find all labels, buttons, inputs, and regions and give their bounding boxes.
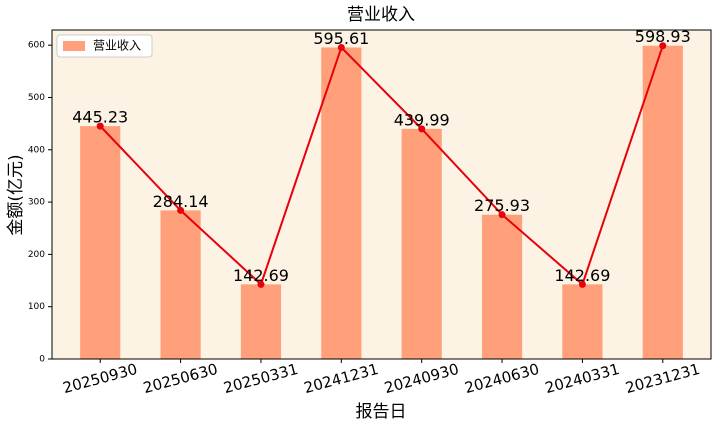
y-tick-label: 0 [39, 355, 45, 365]
y-tick-label: 200 [28, 250, 45, 260]
bar [240, 284, 282, 359]
point [418, 125, 426, 133]
x-tick-label: 20250331 [222, 360, 300, 397]
x-tick-label: 20240630 [463, 360, 541, 397]
chart-title: 营业收入 [347, 5, 415, 25]
legend-label: 营业收入 [93, 39, 141, 53]
value-label: 598.93 [635, 27, 691, 46]
point [177, 206, 185, 214]
point [659, 42, 667, 50]
bar [562, 284, 603, 359]
bar [80, 126, 121, 359]
point [337, 43, 345, 51]
value-label: 142.69 [233, 266, 289, 285]
x-axis-label: 报告日 [356, 402, 407, 422]
bar [642, 45, 683, 360]
legend: 营业收入 [56, 34, 153, 58]
y-axis-label: 金额(亿元) [6, 154, 26, 235]
point [498, 211, 506, 219]
bar [401, 128, 442, 359]
bar [481, 214, 523, 359]
x-tick-label: 20231231 [623, 360, 701, 397]
point [257, 280, 265, 288]
value-label: 284.14 [153, 192, 209, 211]
y-tick-label: 500 [28, 93, 45, 103]
axes-frame [51, 29, 712, 360]
value-label: 142.69 [554, 266, 610, 285]
line [99, 45, 664, 287]
x-tick-label: 20241231 [302, 360, 380, 397]
x-tick-label: 20250930 [61, 360, 139, 397]
value-label: 445.23 [72, 108, 128, 127]
point [578, 280, 586, 288]
y-tick-label: 600 [28, 41, 45, 51]
value-label: 439.99 [394, 110, 450, 129]
value-label: 595.61 [313, 29, 369, 48]
y-tick-label: 400 [28, 145, 45, 155]
bar [160, 210, 201, 359]
value-label: 275.93 [474, 196, 530, 215]
legend-swatch [63, 41, 85, 51]
x-tick-label: 20240930 [382, 360, 460, 397]
y-tick-label: 300 [28, 198, 45, 208]
y-tick-label: 100 [28, 302, 45, 312]
x-tick-label: 20250630 [141, 360, 219, 397]
legend-box [56, 34, 153, 58]
x-tick-label: 20240331 [543, 360, 621, 397]
point [96, 122, 104, 130]
bar [321, 47, 362, 359]
